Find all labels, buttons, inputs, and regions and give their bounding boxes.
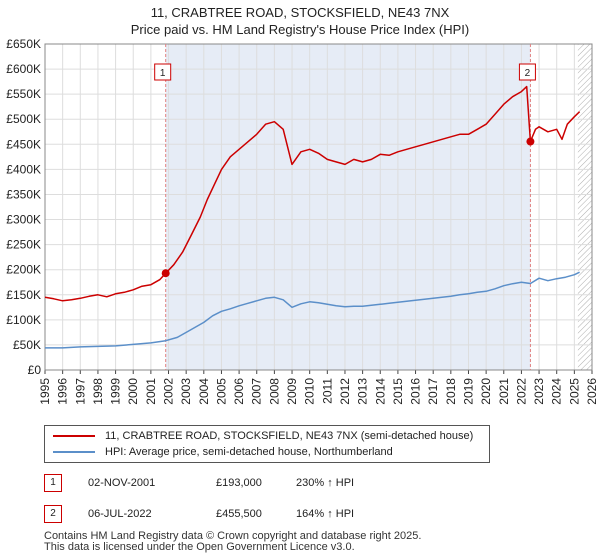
forecast-hatch (577, 44, 592, 370)
x-tick-label: 2003 (179, 378, 193, 405)
price-chart: £0 £50K £100K £150K £200K £250K £300K £350K £400… (6, 37, 599, 405)
x-tick-label: 2019 (461, 378, 475, 405)
y-tick-label: £650K (6, 37, 41, 51)
sale-point-marker (526, 137, 535, 146)
x-tick-label: 2002 (162, 378, 176, 405)
sale-hpi-change: 164% ↑ HPI (296, 508, 355, 520)
plot-frame (44, 43, 593, 371)
x-tick-label: 2004 (197, 378, 211, 405)
footer-line-1: Contains HM Land Registry data © Crown c… (44, 530, 422, 542)
y-tick-label: £250K (6, 238, 41, 252)
sale-label-box (154, 63, 172, 81)
sale-row: 2 06-JUL-2022 £455,500 164% ↑ HPI (44, 505, 564, 525)
hpi-line (45, 271, 580, 349)
property-price-line (44, 85, 581, 302)
x-tick-label: 2005 (214, 378, 228, 405)
y-tick-label: £0 (28, 363, 42, 377)
x-tick-label: 2010 (303, 378, 317, 405)
ownership-band (165, 44, 531, 370)
x-tick-label: 2009 (285, 378, 299, 405)
y-tick-label: £500K (6, 112, 41, 126)
y-tick-label: £550K (6, 87, 41, 101)
y-tick-label: £400K (6, 162, 41, 176)
chart-title-line-1: 11, CRABTREE ROAD, STOCKSFIELD, NE43 7NX (150, 5, 450, 20)
x-tick-label: 2018 (444, 378, 458, 405)
x-tick-label: 2011 (320, 378, 334, 404)
sale-hpi-change: 230% ↑ HPI (296, 477, 355, 489)
y-tick-label: £300K (6, 213, 41, 227)
legend-swatch-red (53, 435, 95, 437)
x-tick-label: 1999 (109, 378, 123, 405)
x-tick-label: 2000 (126, 378, 140, 405)
chart-title-line-2: Price paid vs. HM Land Registry's House … (130, 22, 470, 37)
sale-label-text: 2 (525, 68, 531, 79)
x-tick-label: 1997 (73, 378, 87, 405)
legend-label-hpi: HPI: Average price, semi-detached house,… (105, 446, 393, 458)
sale-row: 1 02-NOV-2001 £193,000 230% ↑ HPI (44, 474, 564, 494)
footer-line-2: This data is licensed under the Open Gov… (44, 541, 355, 553)
x-tick-label: 2015 (391, 378, 405, 405)
legend-item-hpi: HPI: Average price, semi-detached house,… (53, 444, 393, 460)
x-tick-label: 2008 (267, 378, 281, 405)
y-tick-label: £450K (6, 137, 41, 151)
x-tick-label: 2006 (232, 378, 246, 405)
sale-number-badge: 2 (44, 505, 62, 523)
sale-label-text: 1 (160, 68, 166, 79)
x-tick-label: 2023 (532, 378, 546, 405)
sale-point-marker (161, 269, 170, 278)
y-tick-label: £600K (6, 62, 41, 76)
y-tick-label: £150K (6, 288, 41, 302)
x-tick-label: 2007 (250, 378, 264, 405)
legend-item-property: 11, CRABTREE ROAD, STOCKSFIELD, NE43 7NX… (53, 428, 473, 444)
x-tick-label: 2013 (356, 378, 370, 405)
sale-label-box (518, 63, 536, 81)
x-tick-label: 2021 (497, 378, 511, 405)
x-tick-label: 2014 (373, 378, 387, 405)
y-tick-label: £50K (13, 338, 41, 352)
x-tick-label: 2022 (514, 378, 528, 405)
sale-date: 06-JUL-2022 (88, 508, 152, 520)
sale-price: £193,000 (216, 477, 262, 489)
x-tick-label: 1995 (38, 378, 52, 405)
sale-number-badge: 1 (44, 474, 62, 492)
chart-title: 11, CRABTREE ROAD, STOCKSFIELD, NE43 7NX… (0, 4, 600, 38)
y-tick-label: £200K (6, 263, 41, 277)
x-tick-label: 2025 (567, 378, 581, 405)
x-tick-label: 2020 (479, 378, 493, 405)
x-tick-label: 2026 (585, 378, 599, 405)
x-tick-label: 2017 (426, 378, 440, 405)
x-tick-label: 2024 (550, 378, 564, 405)
legend-swatch-blue (53, 451, 95, 453)
legend-label-property: 11, CRABTREE ROAD, STOCKSFIELD, NE43 7NX… (105, 430, 474, 442)
x-tick-label: 2016 (409, 378, 423, 405)
x-tick-label: 2012 (338, 378, 352, 405)
legend: 11, CRABTREE ROAD, STOCKSFIELD, NE43 7NX… (44, 425, 490, 463)
x-tick-label: 2001 (144, 378, 158, 405)
x-tick-label: 1996 (56, 378, 70, 405)
sale-price: £455,500 (216, 508, 262, 520)
y-tick-label: £350K (6, 187, 41, 201)
x-tick-label: 1998 (91, 378, 105, 405)
footer: Contains HM Land Registry data © Crown c… (44, 531, 421, 553)
y-tick-label: £100K (6, 313, 41, 327)
sale-date: 02-NOV-2001 (88, 477, 156, 489)
